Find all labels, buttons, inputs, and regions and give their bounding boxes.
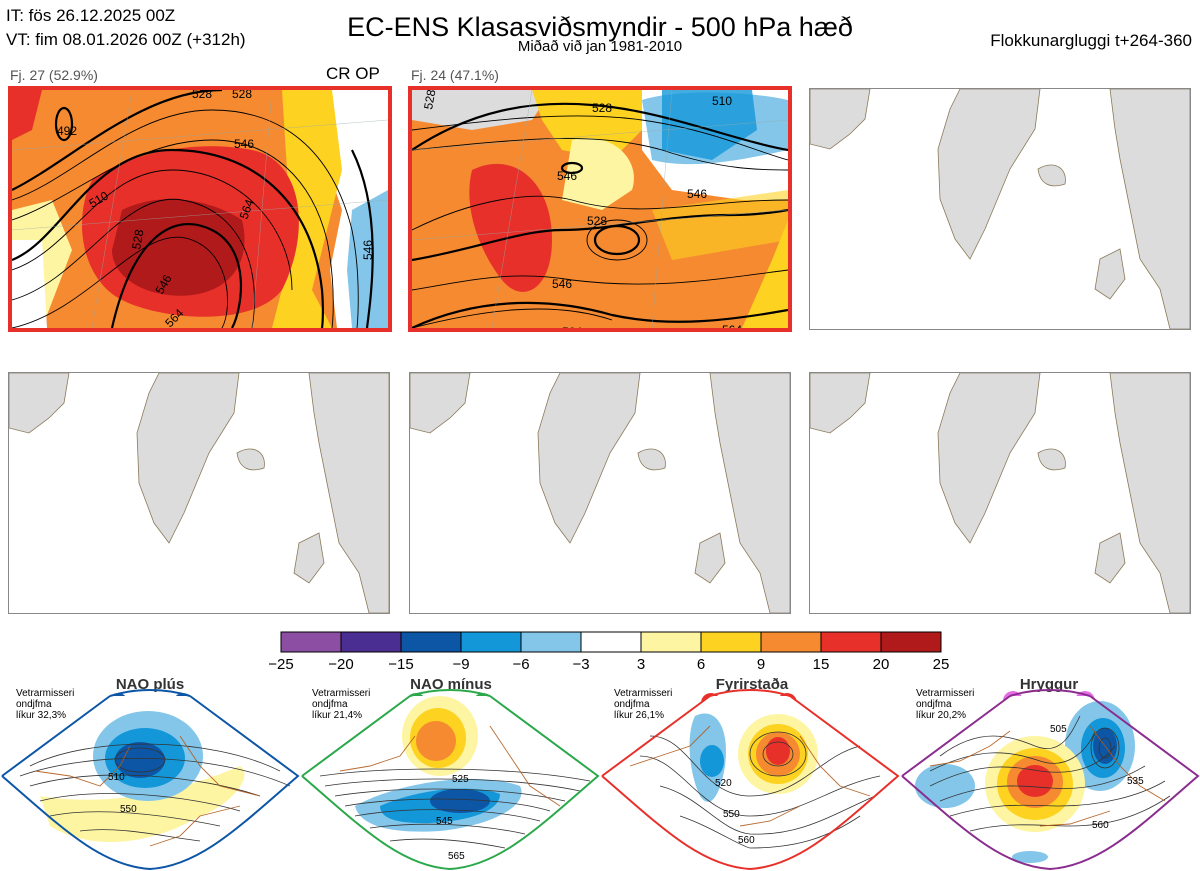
- cluster-panel-2[interactable]: 528 528 510 546 546 528 546 564 564: [408, 86, 792, 332]
- contour-label: 525: [452, 774, 469, 785]
- regime-2-map: 525 545 565: [301, 689, 600, 871]
- colorbar-swatch: [880, 631, 942, 653]
- colorbar-tick-label: 6: [696, 656, 706, 673]
- panel-2-label: Fj. 24 (47.1%): [411, 67, 499, 83]
- colorbar-swatch: [400, 631, 462, 653]
- anomaly-colorbar: [280, 631, 942, 653]
- contour-label: 560: [1092, 820, 1109, 831]
- init-time: IT: fös 26.12.2025 00Z: [6, 6, 176, 25]
- colorbar-swatch: [820, 631, 882, 653]
- regime-4-note: Vetrarmisseri ondjfma líkur 20,2%: [916, 688, 975, 721]
- contour-label: 546: [687, 187, 707, 201]
- contour-label: 545: [436, 816, 453, 827]
- regime-2-title: NAO mínus: [410, 676, 492, 693]
- cluster-panel-3[interactable]: [809, 88, 1191, 330]
- regime-3-title: Fyrirstaða: [715, 676, 789, 693]
- cluster-panel-5[interactable]: [409, 372, 791, 614]
- regime-2-note: Vetrarmisseri ondjfma líkur 21,4%: [312, 688, 371, 721]
- contour-label: 505: [1050, 724, 1067, 735]
- contour-label: 520: [715, 778, 732, 789]
- contour-label: 528: [129, 228, 146, 250]
- regime-1-map: 510 550: [1, 689, 300, 871]
- colorbar-tick-label: 3: [636, 656, 646, 673]
- cluster-panel-1[interactable]: 492 510 528 546 564 528 546 564 546 528: [8, 86, 392, 332]
- contour-label: 546: [557, 169, 577, 183]
- colorbar-tick-label: 9: [756, 656, 766, 673]
- regime-1-title: NAO plús: [115, 676, 185, 693]
- contour-label: 528: [421, 90, 438, 111]
- contour-label: 528: [232, 90, 252, 101]
- colorbar-tick-label: −20: [328, 656, 354, 673]
- colorbar-swatch: [280, 631, 342, 653]
- colorbar-tick-label: 20: [872, 656, 890, 673]
- contour-label: 560: [738, 835, 755, 846]
- contour-label: 528: [587, 214, 607, 228]
- contour-label: 492: [57, 124, 77, 138]
- colorbar-swatch: [580, 631, 642, 653]
- regime-4-title: Hryggur: [1019, 676, 1079, 693]
- valid-time: VT: fim 08.01.2026 00Z (+312h): [6, 30, 246, 49]
- colorbar-tick-label: −3: [572, 656, 590, 673]
- panel-1-label: Fj. 27 (52.9%): [10, 67, 98, 83]
- contour-label: 528: [192, 90, 212, 101]
- contour-label: 510: [108, 772, 125, 783]
- colorbar-swatch: [520, 631, 582, 653]
- regime-3-note: Vetrarmisseri ondjfma líkur 26,1%: [614, 688, 673, 721]
- contour-label: 546: [234, 137, 254, 151]
- colorbar-tick-label: −9: [452, 656, 470, 673]
- cluster-panel-6[interactable]: [809, 372, 1191, 614]
- page-subtitle: Miðað við jan 1981-2010: [517, 38, 683, 55]
- contour-label: 546: [552, 277, 572, 291]
- colorbar-swatch: [640, 631, 702, 653]
- page-title: EC-ENS Klasasviðsmyndir - 500 hPa hæð: [347, 12, 853, 42]
- contour-label: 546: [361, 240, 375, 260]
- contour-label: 564: [562, 325, 582, 328]
- regime-4-map: 505 535 560: [901, 689, 1200, 871]
- contour-label: 565: [448, 851, 465, 862]
- colorbar-tick-label: −25: [268, 656, 294, 673]
- colorbar-swatch: [760, 631, 822, 653]
- colorbar-tick-label: 15: [812, 656, 830, 673]
- cluster-panel-4[interactable]: [8, 372, 390, 614]
- colorbar-tick-label: −15: [388, 656, 414, 673]
- regime-1-note: Vetrarmisseri ondjfma líkur 32,3%: [16, 688, 75, 721]
- colorbar-swatch: [340, 631, 402, 653]
- contour-label: 535: [1127, 776, 1144, 787]
- contour-label: 528: [592, 101, 612, 115]
- colorbar-tick-label: −6: [512, 656, 530, 673]
- contour-label: 510: [712, 94, 732, 108]
- classification-window: Flokkunargluggi t+264-360: [990, 31, 1192, 50]
- colorbar-swatch: [460, 631, 522, 653]
- contour-label: 564: [237, 197, 257, 221]
- colorbar-tick-label: 25: [932, 656, 950, 673]
- panel-1-tag: CR OP: [326, 64, 380, 83]
- contour-label: 550: [723, 809, 740, 820]
- regime-3-map: 520 550 560: [601, 689, 900, 871]
- colorbar-swatch: [700, 631, 762, 653]
- contour-label: 550: [120, 804, 137, 815]
- contour-label: 564: [722, 323, 742, 328]
